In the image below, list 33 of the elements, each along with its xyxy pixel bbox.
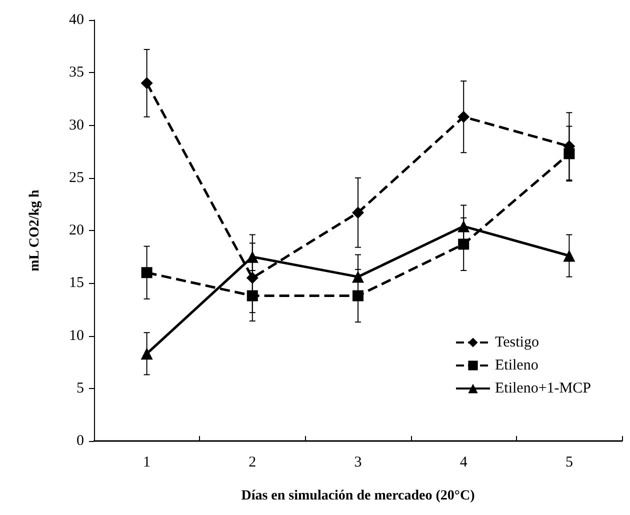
- point: [140, 77, 153, 90]
- x-axis-title: Días en simulación de mercadeo (20°C): [241, 488, 476, 504]
- point: [564, 148, 575, 160]
- point: [246, 250, 258, 263]
- x-tick-label: 4: [460, 454, 468, 470]
- x-tick-label: 3: [354, 454, 362, 470]
- point: [352, 206, 364, 219]
- x-tick-label: 5: [565, 454, 573, 470]
- y-tick-label: 20: [69, 222, 84, 238]
- y-axis-title: mL CO2/kg h: [28, 189, 42, 272]
- legend-label: Etileno+1-MCP: [495, 380, 591, 396]
- y-tick-label: 35: [69, 64, 84, 81]
- y-tick-label: 10: [69, 328, 84, 344]
- point: [140, 348, 153, 360]
- y-tick-label: 25: [69, 170, 84, 186]
- legend-label: Etileno: [495, 358, 538, 374]
- point: [563, 250, 576, 262]
- point: [458, 238, 470, 250]
- point: [458, 220, 470, 232]
- x-tick-label: 1: [143, 454, 151, 470]
- y-tick-label: 40: [69, 12, 84, 28]
- y-tick-label: 0: [76, 433, 84, 449]
- y-tick-label: 5: [76, 380, 84, 396]
- legend-label: Testigo: [495, 334, 539, 350]
- x-tick-label: 2: [248, 454, 256, 470]
- point: [352, 290, 364, 302]
- y-tick-label: 15: [69, 275, 84, 292]
- point: [458, 110, 470, 123]
- point: [141, 267, 152, 278]
- y-tick-label: 30: [69, 117, 84, 134]
- point: [246, 272, 258, 284]
- point: [352, 270, 364, 283]
- point: [246, 290, 258, 302]
